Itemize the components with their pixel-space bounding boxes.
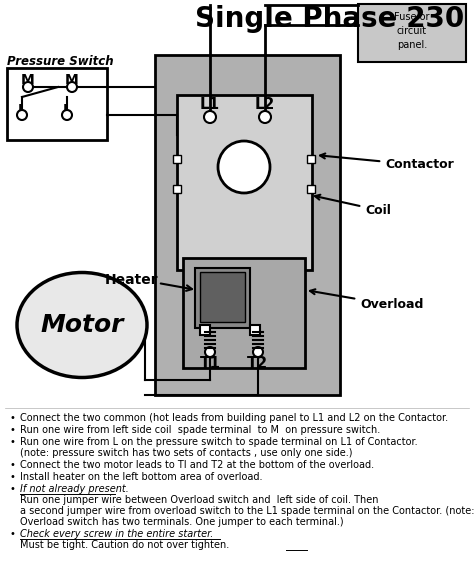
Bar [200,325,210,335]
Text: •: • [10,437,16,447]
Bar [7,68,107,140]
Bar [307,185,315,193]
Text: Run one wire from left side coil  spade terminal  to M  on pressure switch.: Run one wire from left side coil spade t… [20,425,380,435]
Text: Connect the two motor leads to TI and T2 at the bottom of the overload.: Connect the two motor leads to TI and T2… [20,460,374,470]
Text: L1: L1 [200,97,220,112]
Text: T2: T2 [247,356,269,371]
Text: Overload switch has two terminals. One jumper to each terminal.): Overload switch has two terminals. One j… [20,517,344,527]
Text: •: • [10,425,16,435]
Bar [307,155,315,163]
Bar [183,258,305,368]
Text: Coil: Coil [315,195,391,217]
Circle shape [204,111,216,123]
Circle shape [62,110,72,120]
Text: Install heater on the left bottom area of overload.: Install heater on the left bottom area o… [20,472,263,482]
Text: Connect the two common (hot leads from building panel to L1 and L2 on the Contac: Connect the two common (hot leads from b… [20,413,448,423]
Circle shape [23,82,33,92]
Text: L2: L2 [255,97,275,112]
Ellipse shape [17,272,147,377]
Text: Must be tight. Caution do not over tighten.: Must be tight. Caution do not over tight… [20,540,229,550]
Bar [173,185,181,193]
Text: M: M [65,73,79,87]
Text: Run one wire from L on the pressure switch to spade terminal on L1 of Contactor.: Run one wire from L on the pressure swit… [20,437,418,447]
Text: Check every screw in the entire starter.: Check every screw in the entire starter. [20,529,213,539]
Text: panel.: panel. [397,40,427,50]
Bar [173,155,181,163]
Circle shape [259,111,271,123]
Bar [195,268,250,328]
Text: Heater: Heater [105,273,159,287]
Text: L: L [18,103,27,117]
Text: T1: T1 [200,356,220,371]
Bar [155,55,340,395]
Text: Contactor: Contactor [320,153,454,172]
Text: •: • [10,529,16,539]
Text: •: • [10,413,16,423]
Text: Fuse or: Fuse or [394,12,430,22]
Circle shape [205,347,215,357]
Text: Run one jumper wire between Overload switch and  left side of coil. Then: Run one jumper wire between Overload swi… [20,495,379,505]
Bar [250,325,260,335]
Text: Pressure Switch: Pressure Switch [7,55,114,68]
Bar [358,4,466,62]
Bar [200,272,245,322]
Text: Single Phase 230 Volt.: Single Phase 230 Volt. [195,5,474,33]
Text: •: • [10,472,16,482]
Text: •: • [10,460,16,470]
Text: M: M [21,73,35,87]
Text: circuit: circuit [397,26,427,36]
Circle shape [67,82,77,92]
Text: a second jumper wire from overload switch to the L1 spade terminal on the Contac: a second jumper wire from overload switc… [20,506,474,516]
Text: •: • [10,484,16,494]
Circle shape [218,141,270,193]
Text: Motor: Motor [40,313,124,337]
Circle shape [253,347,263,357]
Bar [177,95,312,270]
Text: Overload: Overload [310,289,423,312]
Text: L: L [63,103,72,117]
Text: (note: pressure switch has two sets of contacts , use only one side.): (note: pressure switch has two sets of c… [20,448,353,458]
Text: If not already present.: If not already present. [20,484,129,494]
Circle shape [17,110,27,120]
